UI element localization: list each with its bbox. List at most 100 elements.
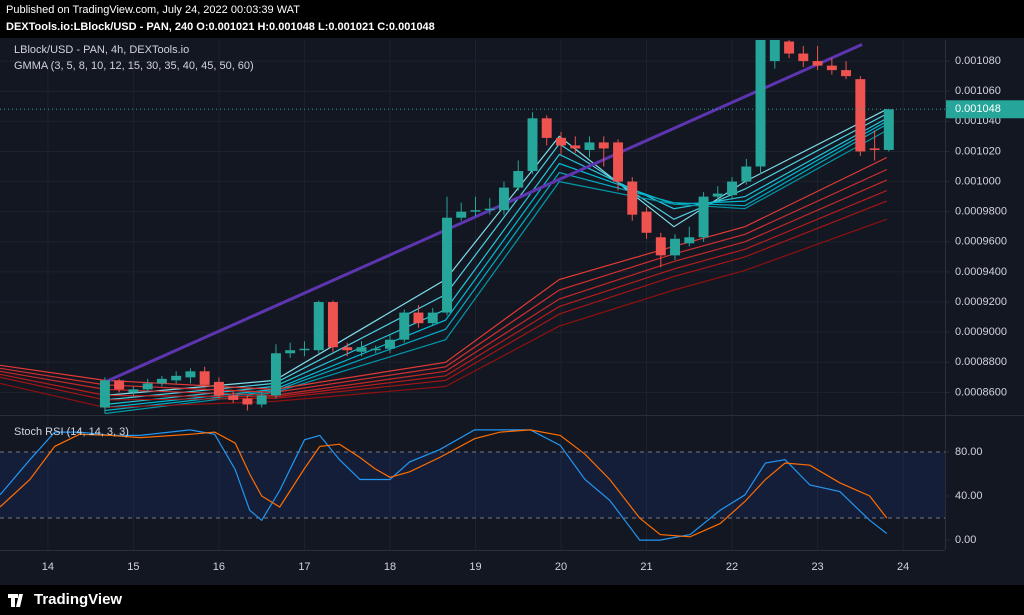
y-tick-label: 40.00 xyxy=(955,490,983,502)
y-tick-label: 0.001020 xyxy=(955,145,1001,157)
candle-body xyxy=(171,375,182,381)
y-tick-label: 0.0008800 xyxy=(955,356,1007,368)
x-tick-label: 15 xyxy=(127,561,139,573)
candle-body xyxy=(285,350,296,354)
candle-body xyxy=(442,217,452,313)
y-tick-label: 0.0009800 xyxy=(955,206,1007,218)
rsi-line xyxy=(0,429,888,538)
candle-body xyxy=(370,348,381,351)
x-tick-label: 14 xyxy=(42,561,54,573)
candle-body xyxy=(199,371,210,385)
candle-body xyxy=(869,148,880,150)
gmma-line xyxy=(0,190,888,398)
candle-body xyxy=(156,378,167,384)
rsi-pane xyxy=(0,416,945,550)
gmma-line xyxy=(0,218,888,409)
candle-body xyxy=(228,395,239,400)
y-tick-label: 0.001080 xyxy=(955,55,1001,67)
candle-body xyxy=(812,61,823,66)
candle-body xyxy=(584,142,595,150)
rsi-legend: Stoch RSI (14, 14, 3, 3) xyxy=(14,426,129,438)
candle-body xyxy=(313,302,324,351)
x-tick-label: 22 xyxy=(726,561,738,573)
last-price-box xyxy=(946,100,1024,119)
candle-body xyxy=(242,398,253,405)
candle-body xyxy=(613,142,624,182)
candle-body xyxy=(299,348,310,351)
candle-body xyxy=(769,40,780,62)
candle-body xyxy=(855,79,866,152)
candle-body xyxy=(185,371,196,378)
y-tick-label: 0.0009400 xyxy=(955,266,1007,278)
candle-body xyxy=(841,70,852,77)
y-tick-label: 0.0008600 xyxy=(955,386,1007,398)
y-tick-label: 0.001000 xyxy=(955,175,1001,187)
candle-body xyxy=(627,181,638,215)
x-tick-label: 16 xyxy=(213,561,225,573)
candle-body xyxy=(470,210,481,212)
candle-body xyxy=(784,41,795,54)
candle-body xyxy=(670,238,680,256)
candle-body xyxy=(741,166,752,182)
main-legend: LBlock/USD - PAN, 4h, DEXTools.io xyxy=(14,44,189,56)
x-tick-label: 17 xyxy=(298,561,310,573)
candle-body xyxy=(641,211,652,233)
price-pane xyxy=(0,40,945,415)
y-tick-label: 80.00 xyxy=(955,446,983,458)
candle-body xyxy=(755,40,766,167)
rsi-band xyxy=(0,451,945,519)
rsi-line xyxy=(0,429,888,541)
candle-body xyxy=(598,142,609,149)
x-tick-label: 18 xyxy=(384,561,396,573)
gmma-line xyxy=(0,156,888,391)
footer-bar xyxy=(0,585,1024,615)
gmma-legend: GMMA (3, 5, 8, 10, 12, 15, 30, 35, 40, 4… xyxy=(14,60,254,72)
candle-body xyxy=(327,302,338,348)
y-tick-label: 0.0009000 xyxy=(955,326,1007,338)
candle-body xyxy=(655,237,666,256)
candle-body xyxy=(114,380,125,390)
x-tick-label: 23 xyxy=(811,561,823,573)
brand-logo xyxy=(8,594,23,607)
candle-body xyxy=(527,118,538,172)
header-bar xyxy=(0,0,1024,38)
candle-body xyxy=(484,208,495,211)
candle-body xyxy=(99,380,110,408)
y-tick-label: 0.0009200 xyxy=(955,296,1007,308)
candle-body xyxy=(556,137,566,146)
candle-body xyxy=(128,389,139,393)
axes: 14 15 16 17 18 19 20 21 22 23 24 0.0008600 0.0008800… xyxy=(0,40,1024,573)
candle-body xyxy=(385,339,395,349)
candle-body xyxy=(342,347,353,351)
trend-line xyxy=(104,43,863,384)
candle-body xyxy=(213,381,224,396)
candle-body xyxy=(142,383,153,390)
x-tick-label: 24 xyxy=(897,561,909,573)
y-tick-label: 0.001060 xyxy=(955,85,1001,97)
candle-body xyxy=(256,395,267,405)
candle-body xyxy=(798,53,809,62)
brand: TradingView xyxy=(34,591,122,608)
candle-body xyxy=(456,211,467,218)
x-tick-label: 21 xyxy=(640,561,652,573)
candle-body xyxy=(826,65,837,71)
candle-body xyxy=(712,193,723,197)
last-price-label: 0.001048 xyxy=(955,103,1001,115)
candle-body xyxy=(698,196,709,238)
candle-body xyxy=(499,187,509,211)
candle-body xyxy=(883,109,894,150)
x-tick-label: 19 xyxy=(469,561,481,573)
candle-body xyxy=(513,171,524,188)
candle-body xyxy=(570,145,581,149)
candle-body xyxy=(399,312,410,340)
candle-body xyxy=(271,353,281,396)
published-note: Published on TradingView.com, July 24, 2… xyxy=(6,4,300,16)
candle-body xyxy=(427,312,438,324)
gmma-line xyxy=(0,168,888,394)
x-tick-label: 20 xyxy=(555,561,567,573)
y-tick-label: 0.0009600 xyxy=(955,236,1007,248)
candle-body xyxy=(684,237,695,244)
y-tick-label: 0.00 xyxy=(955,534,976,546)
